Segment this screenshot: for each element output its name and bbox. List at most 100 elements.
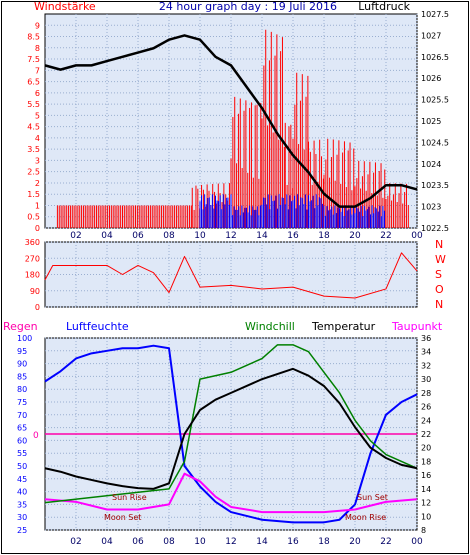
x-tick-label: 02 [70, 231, 81, 241]
y-left-tick-label: 0 [35, 303, 40, 312]
x-tick-label: 20 [349, 231, 361, 241]
y-left-tick-label: 25 [17, 526, 27, 535]
plot2-grid [45, 241, 418, 308]
y-right-tick-label: 12 [421, 499, 431, 508]
y-left-tick-label: 3.5 [27, 145, 40, 154]
y-right-tick-label: 14 [421, 485, 431, 494]
direction-label: W [435, 253, 446, 266]
x-tick-label: 20 [349, 537, 361, 547]
y-left-tick-label: 8.5 [27, 33, 40, 42]
y-left-tick-label: 4.5 [27, 123, 40, 132]
dewpoint-label: Taupunkt [391, 320, 443, 333]
y-right-tick-label: 1027.5 [421, 10, 449, 19]
x-tick-label: 10 [194, 231, 206, 241]
x-tick-label: 06 [132, 231, 144, 241]
direction-line [44, 252, 418, 299]
plot1-marks [44, 29, 418, 228]
y-right-tick-label: 28 [421, 389, 431, 398]
y-right-tick-label: 18 [421, 457, 431, 466]
y-left-tick-label: 90 [17, 360, 27, 369]
plot3-ticks: 02 04 06 08 10 12 14 16 18 20 22 002530354045505560… [17, 334, 431, 547]
y-right-tick-label: 1023 [421, 203, 441, 212]
direction-label: N [435, 298, 443, 311]
direction-label: N [435, 238, 443, 251]
y-left-tick-label: 3 [35, 156, 40, 165]
y-left-tick-label: 2.5 [27, 168, 40, 177]
y-left-tick-label: 5.5 [27, 100, 40, 109]
y-left-tick-label: 9 [35, 21, 40, 30]
rain-value: 0 [33, 431, 39, 441]
y-left-tick-label: 8 [35, 44, 40, 53]
x-tick-label: 08 [163, 231, 175, 241]
x-tick-label: 14 [256, 537, 268, 547]
plot3-marks [44, 344, 418, 524]
y-right-tick-label: 1024 [421, 160, 441, 169]
y-left-tick-label: 6.5 [27, 78, 40, 87]
wind-axis-label: Windstärke [34, 0, 96, 13]
sunset-label: Sun Set [357, 493, 388, 502]
y-right-tick-label: 32 [421, 361, 431, 370]
y-right-tick-label: 20 [421, 444, 431, 453]
x-tick-label: 16 [287, 231, 299, 241]
x-tick-label: 10 [194, 537, 206, 547]
pressure-axis-label: Luftdruck [358, 0, 410, 13]
y-right-tick-label: 1024.5 [421, 138, 449, 147]
sunrise-label: Sun Rise [112, 493, 147, 502]
direction-label: O [435, 283, 444, 296]
y-left-tick-label: 95 [17, 347, 27, 356]
y-left-tick-label: 360 [25, 238, 40, 247]
y-left-tick-label: 80 [17, 385, 27, 394]
x-tick-label: 22 [380, 537, 391, 547]
y-right-tick-label: 30 [421, 375, 431, 384]
x-tick-label: 22 [380, 231, 391, 241]
rain-label: Regen [3, 320, 38, 333]
y-right-tick-label: 1025 [421, 117, 441, 126]
y-left-tick-label: 1.5 [27, 190, 40, 199]
x-tick-label: 16 [287, 537, 299, 547]
y-left-tick-label: 60 [17, 436, 27, 445]
y-right-tick-label: 10 [421, 512, 431, 521]
y-left-tick-label: 65 [17, 424, 27, 433]
x-tick-label: 04 [101, 231, 113, 241]
y-left-tick-label: 7 [35, 66, 40, 75]
y-left-tick-label: 7.5 [27, 55, 40, 64]
windchill-label: Windchill [245, 320, 295, 333]
y-left-tick-label: 6 [35, 89, 40, 98]
y-left-tick-label: 50 [17, 462, 27, 471]
y-left-tick-label: 45 [17, 475, 27, 484]
x-tick-label: 08 [163, 537, 175, 547]
y-left-tick-label: 70 [17, 411, 27, 420]
humidity-line [44, 344, 418, 524]
y-left-tick-label: 270 [25, 254, 40, 263]
y-right-tick-label: 24 [421, 416, 431, 425]
temperature-label: Temperatur [311, 320, 376, 333]
y-left-tick-label: 30 [17, 513, 27, 522]
y-right-tick-label: 1026.5 [421, 53, 449, 62]
y-left-tick-label: 0.5 [27, 213, 40, 222]
x-tick-label: 18 [318, 231, 330, 241]
y-left-tick-label: 1 [35, 201, 40, 210]
y-left-tick-label: 0 [35, 224, 40, 233]
x-tick-label: 06 [132, 537, 144, 547]
x-tick-label: 18 [318, 537, 330, 547]
dewpoint-line [44, 472, 418, 514]
y-left-tick-label: 4 [35, 134, 40, 143]
y-right-tick-label: 36 [421, 334, 431, 343]
moonset-label: Moon Set [104, 513, 141, 522]
x-tick-label: 12 [225, 537, 236, 547]
y-left-tick-label: 100 [17, 334, 32, 343]
pressure-line [44, 34, 418, 208]
y-left-tick-label: 40 [17, 488, 27, 497]
y-right-tick-label: 1022.5 [421, 224, 449, 233]
y-right-tick-label: 22 [421, 430, 431, 439]
y-left-tick-label: 35 [17, 500, 27, 509]
temperature-line [44, 367, 418, 490]
y-right-tick-label: 1023.5 [421, 181, 449, 190]
moonrise-label: Moon Rise [345, 513, 386, 522]
y-left-tick-label: 5 [35, 111, 40, 120]
y-right-tick-label: 16 [421, 471, 431, 480]
y-right-tick-label: 26 [421, 403, 431, 412]
chart-title: 24 hour graph day : 19 Juli 2016 [159, 0, 337, 13]
